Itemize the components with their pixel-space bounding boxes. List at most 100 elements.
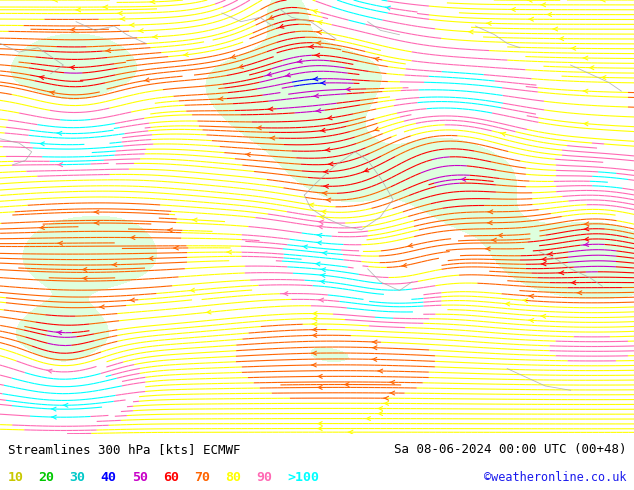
FancyArrowPatch shape <box>49 91 55 95</box>
FancyArrowPatch shape <box>312 312 317 316</box>
Text: >100: >100 <box>287 471 319 484</box>
FancyArrowPatch shape <box>39 225 44 229</box>
FancyArrowPatch shape <box>486 22 491 25</box>
FancyArrowPatch shape <box>130 236 135 240</box>
FancyArrowPatch shape <box>323 184 328 188</box>
FancyArrowPatch shape <box>317 421 322 425</box>
FancyArrowPatch shape <box>312 317 317 320</box>
FancyArrowPatch shape <box>129 298 134 302</box>
FancyArrowPatch shape <box>541 262 546 266</box>
FancyArrowPatch shape <box>51 407 56 411</box>
FancyArrowPatch shape <box>302 245 307 249</box>
FancyArrowPatch shape <box>63 403 68 407</box>
FancyArrowPatch shape <box>390 391 394 395</box>
FancyArrowPatch shape <box>51 415 56 419</box>
FancyArrowPatch shape <box>269 16 273 19</box>
FancyArrowPatch shape <box>541 3 545 7</box>
FancyArrowPatch shape <box>285 73 290 77</box>
FancyArrowPatch shape <box>75 8 81 12</box>
FancyArrowPatch shape <box>312 333 317 337</box>
FancyArrowPatch shape <box>323 170 328 173</box>
FancyArrowPatch shape <box>120 17 125 21</box>
FancyArrowPatch shape <box>94 210 99 214</box>
FancyArrowPatch shape <box>317 233 322 237</box>
FancyArrowPatch shape <box>583 122 588 126</box>
FancyArrowPatch shape <box>541 257 547 261</box>
FancyArrowPatch shape <box>183 52 188 56</box>
FancyArrowPatch shape <box>571 281 576 285</box>
FancyArrowPatch shape <box>461 177 466 181</box>
FancyArrowPatch shape <box>320 128 325 132</box>
FancyArrowPatch shape <box>346 87 351 91</box>
FancyArrowPatch shape <box>39 76 44 79</box>
FancyArrowPatch shape <box>238 65 243 69</box>
FancyArrowPatch shape <box>328 162 333 166</box>
FancyArrowPatch shape <box>325 148 330 152</box>
FancyArrowPatch shape <box>571 47 576 50</box>
FancyArrowPatch shape <box>312 328 317 332</box>
FancyArrowPatch shape <box>384 396 389 400</box>
FancyArrowPatch shape <box>309 45 314 49</box>
FancyArrowPatch shape <box>344 383 349 387</box>
Text: ©weatheronline.co.uk: ©weatheronline.co.uk <box>484 471 626 484</box>
FancyArrowPatch shape <box>372 358 377 361</box>
FancyArrowPatch shape <box>548 252 553 256</box>
FancyArrowPatch shape <box>70 66 74 70</box>
FancyArrowPatch shape <box>384 401 389 405</box>
FancyArrowPatch shape <box>94 221 99 225</box>
FancyArrowPatch shape <box>374 57 379 61</box>
FancyArrowPatch shape <box>309 203 314 207</box>
FancyArrowPatch shape <box>218 97 223 101</box>
FancyArrowPatch shape <box>314 53 320 57</box>
FancyArrowPatch shape <box>488 210 493 214</box>
FancyArrowPatch shape <box>318 220 323 224</box>
FancyArrowPatch shape <box>584 227 589 231</box>
FancyArrowPatch shape <box>270 136 275 140</box>
FancyArrowPatch shape <box>190 288 195 292</box>
FancyArrowPatch shape <box>322 191 327 195</box>
FancyArrowPatch shape <box>320 215 325 219</box>
FancyArrowPatch shape <box>129 23 134 27</box>
FancyArrowPatch shape <box>559 271 564 275</box>
FancyArrowPatch shape <box>58 241 63 245</box>
Text: 40: 40 <box>101 471 117 484</box>
FancyArrowPatch shape <box>226 250 231 254</box>
FancyArrowPatch shape <box>206 310 211 314</box>
FancyArrowPatch shape <box>312 10 318 13</box>
FancyArrowPatch shape <box>485 247 490 251</box>
FancyArrowPatch shape <box>366 416 370 420</box>
FancyArrowPatch shape <box>278 24 284 28</box>
FancyArrowPatch shape <box>70 28 75 32</box>
FancyArrowPatch shape <box>256 126 261 130</box>
FancyArrowPatch shape <box>316 109 321 113</box>
Text: 20: 20 <box>39 471 55 484</box>
FancyArrowPatch shape <box>584 237 589 241</box>
FancyArrowPatch shape <box>374 127 379 131</box>
FancyArrowPatch shape <box>529 318 534 322</box>
FancyArrowPatch shape <box>401 264 407 267</box>
Text: 80: 80 <box>225 471 241 484</box>
FancyArrowPatch shape <box>138 29 143 33</box>
Text: 90: 90 <box>256 471 272 484</box>
FancyArrowPatch shape <box>317 427 322 431</box>
FancyArrowPatch shape <box>320 273 325 277</box>
FancyArrowPatch shape <box>378 407 382 411</box>
FancyArrowPatch shape <box>559 37 564 41</box>
FancyArrowPatch shape <box>527 0 532 2</box>
FancyArrowPatch shape <box>522 298 527 302</box>
FancyArrowPatch shape <box>491 238 496 242</box>
Text: 30: 30 <box>70 471 86 484</box>
FancyArrowPatch shape <box>314 94 319 98</box>
FancyArrowPatch shape <box>378 369 383 373</box>
FancyArrowPatch shape <box>600 0 605 2</box>
FancyArrowPatch shape <box>547 13 552 17</box>
FancyArrowPatch shape <box>541 315 546 318</box>
FancyArrowPatch shape <box>372 346 377 350</box>
FancyArrowPatch shape <box>117 11 122 15</box>
FancyArrowPatch shape <box>268 107 273 111</box>
FancyArrowPatch shape <box>192 218 197 222</box>
FancyArrowPatch shape <box>529 294 534 298</box>
FancyArrowPatch shape <box>316 30 321 34</box>
FancyArrowPatch shape <box>53 0 58 2</box>
FancyArrowPatch shape <box>372 340 377 344</box>
